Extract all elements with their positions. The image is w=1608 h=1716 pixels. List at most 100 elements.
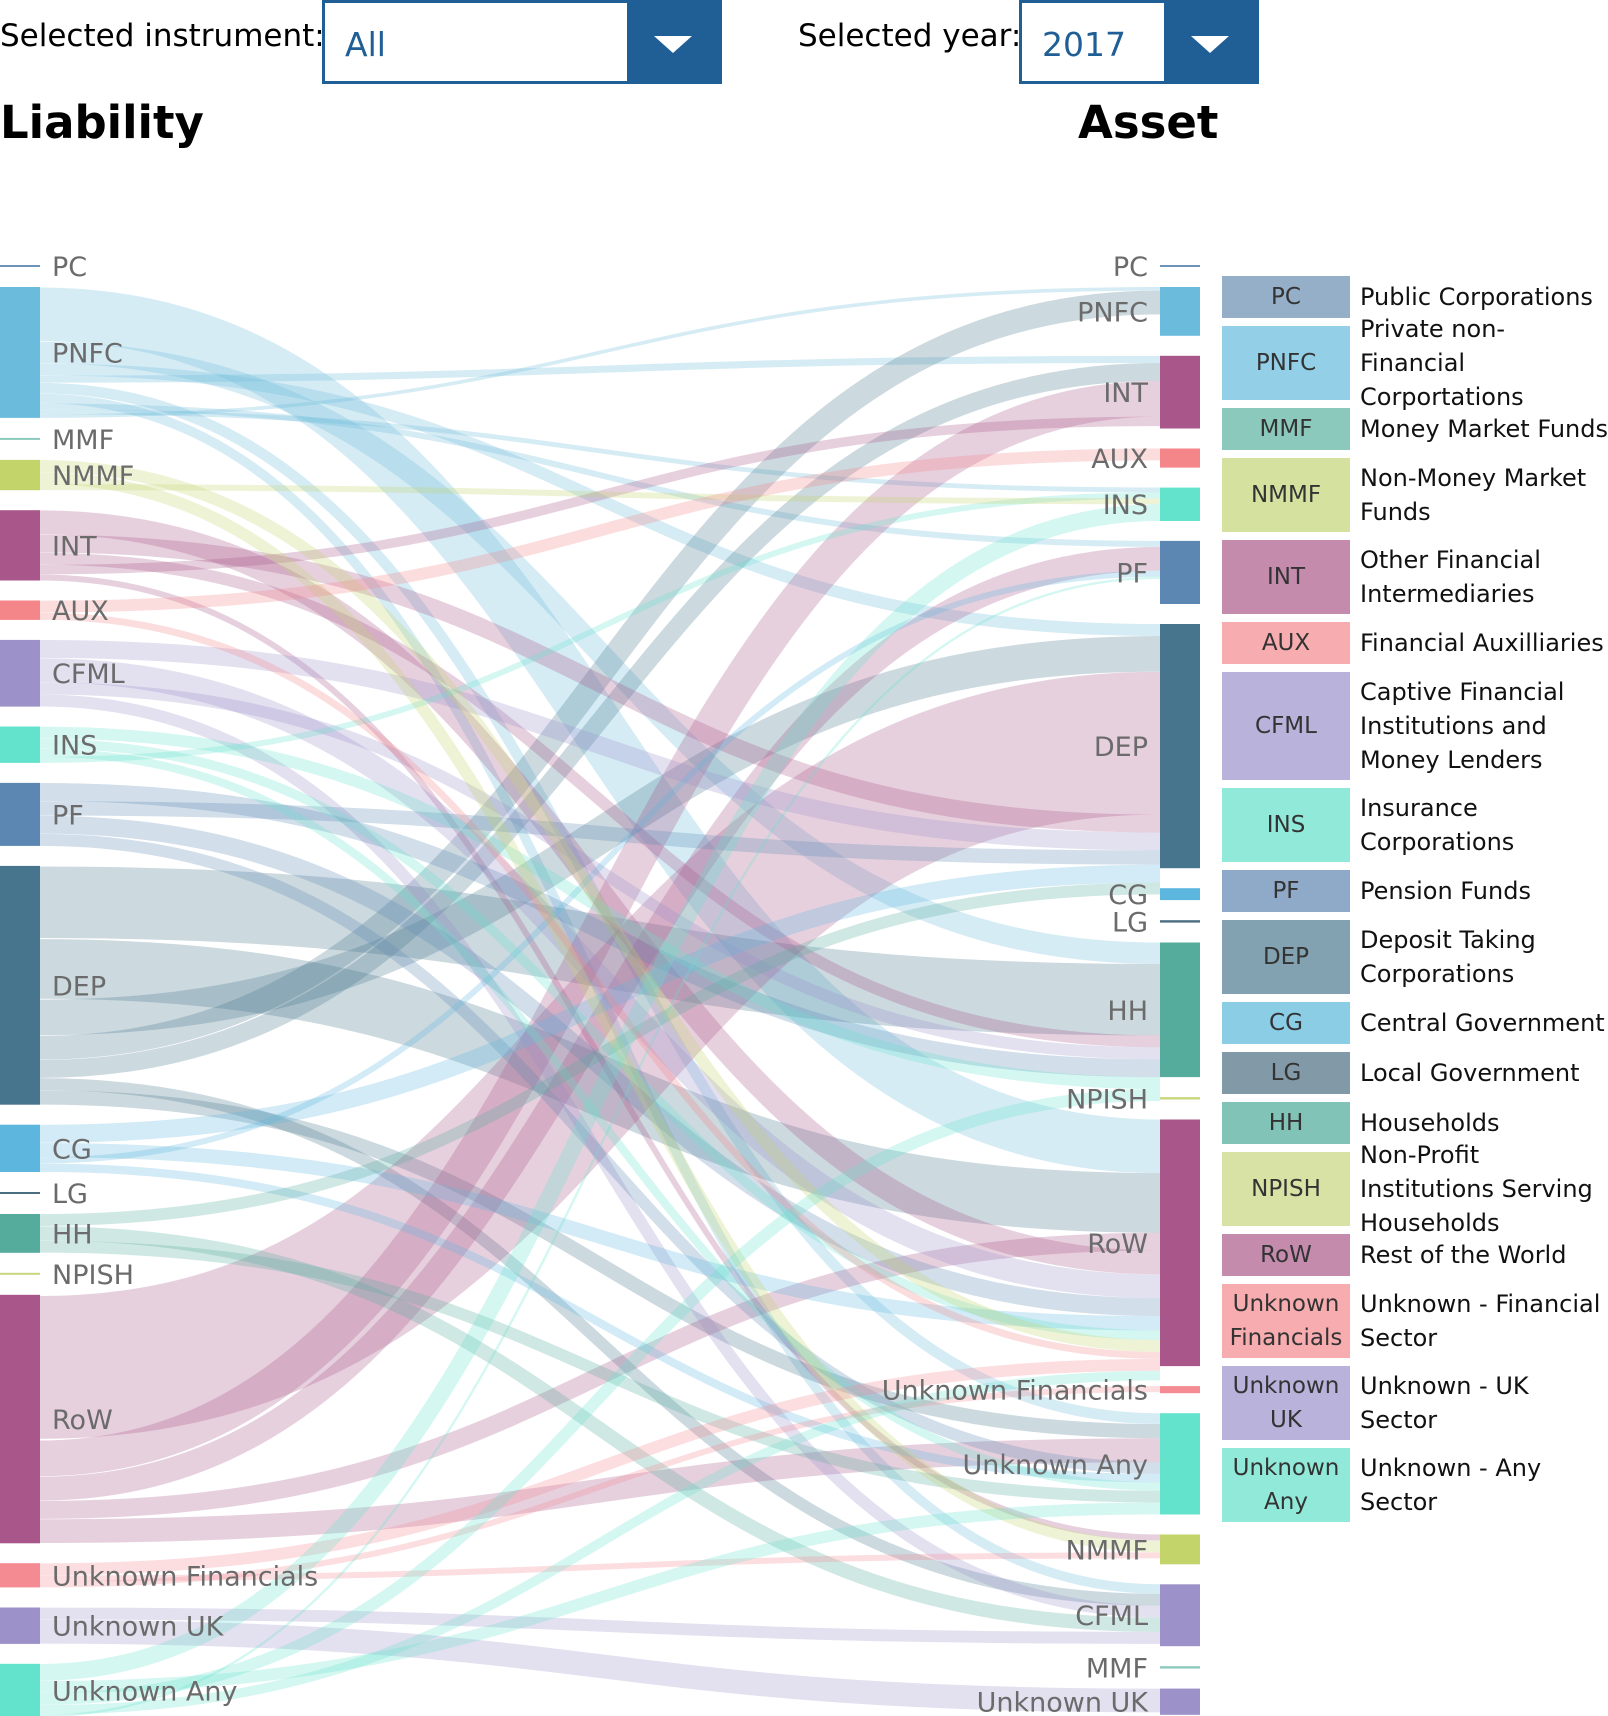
asset-node-pf[interactable]: [1160, 540, 1200, 604]
link-int-to-hh[interactable]: [39, 552, 1161, 1048]
link-row-to-row[interactable]: [39, 1232, 1161, 1519]
liability-node-mmf[interactable]: [0, 437, 40, 440]
liability-node-row[interactable]: [0, 1294, 40, 1544]
year-dropdown-button[interactable]: [1164, 3, 1256, 81]
asset-node-row[interactable]: [1160, 1119, 1200, 1367]
link-nmmf-to-row[interactable]: [39, 460, 1161, 1352]
liability-node-hh[interactable]: [0, 1214, 40, 1253]
asset-node-lg[interactable]: [1160, 920, 1200, 923]
link-cg-to-row[interactable]: [39, 1143, 1161, 1331]
link-nmmf-to-nmmf[interactable]: [39, 472, 1161, 1553]
link-dep-to-unknown-any[interactable]: [39, 1090, 1161, 1439]
link-pnfc-to-cfml[interactable]: [39, 393, 1161, 1594]
link-unknown-uk-to-unknown-uk[interactable]: [39, 1619, 1161, 1713]
link-row-to-pf[interactable]: [39, 546, 1161, 1501]
liability-node-npish[interactable]: [0, 1272, 40, 1275]
link-dep-to-hh[interactable]: [39, 866, 1161, 1036]
link-dep-to-dep[interactable]: [39, 635, 1161, 1036]
asset-node-dep[interactable]: [1160, 624, 1200, 869]
asset-node-pnfc[interactable]: [1160, 287, 1200, 336]
link-aux-to-row[interactable]: [39, 612, 1161, 1359]
link-hh-to-unknown-any[interactable]: [39, 1240, 1161, 1503]
liability-node-pnfc[interactable]: [0, 287, 40, 418]
asset-node-unknown-financials[interactable]: [1160, 1386, 1200, 1394]
link-pnfc-to-ins[interactable]: [39, 409, 1161, 493]
link-row-to-int[interactable]: [39, 380, 1161, 1477]
link-dep-to-int[interactable]: [39, 362, 1161, 1078]
asset-node-unknown-any[interactable]: [1160, 1413, 1200, 1515]
liability-node-cg[interactable]: [0, 1124, 40, 1172]
link-pnfc-to-pf[interactable]: [39, 403, 1161, 547]
asset-node-cfml[interactable]: [1160, 1584, 1200, 1647]
link-pnfc-to-hh[interactable]: [39, 341, 1161, 964]
asset-node-aux[interactable]: [1160, 448, 1200, 468]
asset-node-pc[interactable]: [1160, 265, 1200, 267]
link-pnfc-to-row[interactable]: [39, 287, 1161, 1174]
liability-node-unknown-financials[interactable]: [0, 1563, 40, 1588]
asset-node-mmf[interactable]: [1160, 1666, 1200, 1669]
liability-node-nmmf[interactable]: [0, 459, 40, 491]
link-cfml-to-row[interactable]: [39, 658, 1161, 1299]
link-int-to-dep[interactable]: [39, 534, 1161, 833]
link-pnfc-to-int[interactable]: [39, 355, 1161, 383]
asset-node-hh[interactable]: [1160, 942, 1200, 1078]
link-dep-to-cfml[interactable]: [39, 1078, 1161, 1606]
liability-node-pc[interactable]: [0, 265, 40, 267]
liability-node-cfml[interactable]: [0, 639, 40, 707]
link-pnfc-to-dep[interactable]: [39, 363, 1161, 636]
link-pf-to-hh[interactable]: [39, 783, 1161, 1078]
link-unknown-any-to-unknown-any[interactable]: [39, 1502, 1161, 1693]
link-ins-to-unknown-any[interactable]: [39, 748, 1161, 1491]
liability-node-dep[interactable]: [0, 865, 40, 1105]
link-int-to-int[interactable]: [39, 416, 1161, 575]
asset-node-npish[interactable]: [1160, 1097, 1200, 1100]
asset-node-unknown-uk[interactable]: [1160, 1688, 1200, 1715]
link-ins-to-row[interactable]: [39, 738, 1161, 1340]
link-cfml-to-cfml[interactable]: [39, 694, 1161, 1618]
link-nmmf-to-ins[interactable]: [39, 484, 1161, 505]
liability-node-pf[interactable]: [0, 782, 40, 846]
link-unknown-uk-to-cfml[interactable]: [39, 1607, 1161, 1644]
link-unknown-any-to-row[interactable]: [39, 1370, 1161, 1715]
link-ins-to-hh[interactable]: [39, 726, 1161, 1090]
link-cfml-to-dep[interactable]: [39, 640, 1161, 851]
asset-node-cg[interactable]: [1160, 888, 1200, 901]
liability-node-unknown-any[interactable]: [0, 1663, 40, 1716]
link-pf-to-unknown-any[interactable]: [39, 833, 1161, 1474]
link-pnfc-to-unknown-any[interactable]: [39, 382, 1161, 1424]
liability-node-int[interactable]: [0, 510, 40, 581]
link-unknown-financials-to-unknown-financials[interactable]: [39, 1386, 1161, 1588]
liability-node-lg[interactable]: [0, 1192, 40, 1194]
liability-node-unknown-uk[interactable]: [0, 1607, 40, 1644]
asset-node-int[interactable]: [1160, 355, 1200, 429]
link-cg-to-dep[interactable]: [39, 864, 1161, 1143]
link-pf-to-dep[interactable]: [39, 801, 1161, 865]
link-unknown-any-to-pf[interactable]: [39, 576, 1161, 1716]
link-int-to-row[interactable]: [39, 510, 1161, 1275]
link-unknown-any-to-ins[interactable]: [39, 504, 1161, 1681]
asset-node-nmmf[interactable]: [1160, 1534, 1200, 1565]
link-ins-to-ins[interactable]: [39, 492, 1161, 763]
asset-node-ins[interactable]: [1160, 487, 1200, 521]
link-hh-to-cfml[interactable]: [39, 1226, 1161, 1632]
link-row-to-unknown-any[interactable]: [39, 1438, 1161, 1543]
link-unknown-any-to-hh[interactable]: [39, 1089, 1161, 1705]
instrument-select[interactable]: All: [322, 0, 722, 84]
link-cfml-to-hh[interactable]: [39, 682, 1161, 1060]
liability-node-ins[interactable]: [0, 726, 40, 763]
year-select[interactable]: 2017: [1019, 0, 1259, 84]
instrument-dropdown-button[interactable]: [627, 3, 719, 81]
link-row-to-dep[interactable]: [39, 671, 1161, 1439]
link-cg-to-unknown-any[interactable]: [39, 1163, 1161, 1483]
link-aux-to-aux[interactable]: [39, 448, 1161, 613]
link-pf-to-row[interactable]: [39, 815, 1161, 1317]
liability-node-aux[interactable]: [0, 600, 40, 620]
link-unknown-financials-to-nmmf[interactable]: [39, 1552, 1161, 1582]
link-cg-to-pf[interactable]: [39, 570, 1161, 1164]
link-hh-to-dep[interactable]: [39, 882, 1161, 1226]
link-dep-to-row[interactable]: [39, 939, 1161, 1233]
link-int-to-nmmf[interactable]: [39, 574, 1161, 1541]
link-unknown-financials-to-row[interactable]: [39, 1358, 1161, 1576]
link-pnfc-to-pnfc[interactable]: [39, 286, 1161, 418]
link-dep-to-pnfc[interactable]: [39, 290, 1161, 1060]
